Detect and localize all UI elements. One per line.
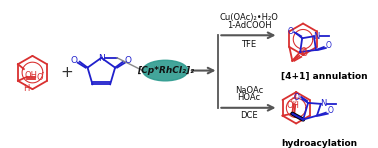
Text: [4+1] annulation: [4+1] annulation <box>281 72 368 81</box>
Text: O: O <box>125 56 132 65</box>
Text: O: O <box>326 41 332 50</box>
Text: H: H <box>23 84 29 93</box>
Text: O: O <box>71 56 78 65</box>
Text: N: N <box>98 54 105 63</box>
Text: HOAc: HOAc <box>237 94 260 103</box>
Text: O: O <box>291 97 297 106</box>
Text: O: O <box>301 47 307 56</box>
Text: O: O <box>301 49 307 58</box>
Text: O: O <box>328 106 334 115</box>
Ellipse shape <box>143 60 188 81</box>
Text: N: N <box>320 99 326 108</box>
Text: +: + <box>60 65 73 80</box>
Text: Cu(OAc)₂•H₂O: Cu(OAc)₂•H₂O <box>220 13 278 22</box>
Text: O: O <box>287 27 293 36</box>
Text: hydroacylation: hydroacylation <box>282 139 358 148</box>
Text: N: N <box>313 32 319 41</box>
Text: TFE: TFE <box>241 40 256 49</box>
Text: OH: OH <box>25 71 38 80</box>
Text: O: O <box>36 73 43 82</box>
Text: 1-AdCOOH: 1-AdCOOH <box>226 21 271 30</box>
Text: OH: OH <box>287 101 300 110</box>
Text: NaOAc: NaOAc <box>235 86 263 95</box>
Text: DCE: DCE <box>240 111 258 120</box>
Text: [Cp*RhCl₂]₂: [Cp*RhCl₂]₂ <box>137 66 194 75</box>
Text: O: O <box>293 92 299 102</box>
